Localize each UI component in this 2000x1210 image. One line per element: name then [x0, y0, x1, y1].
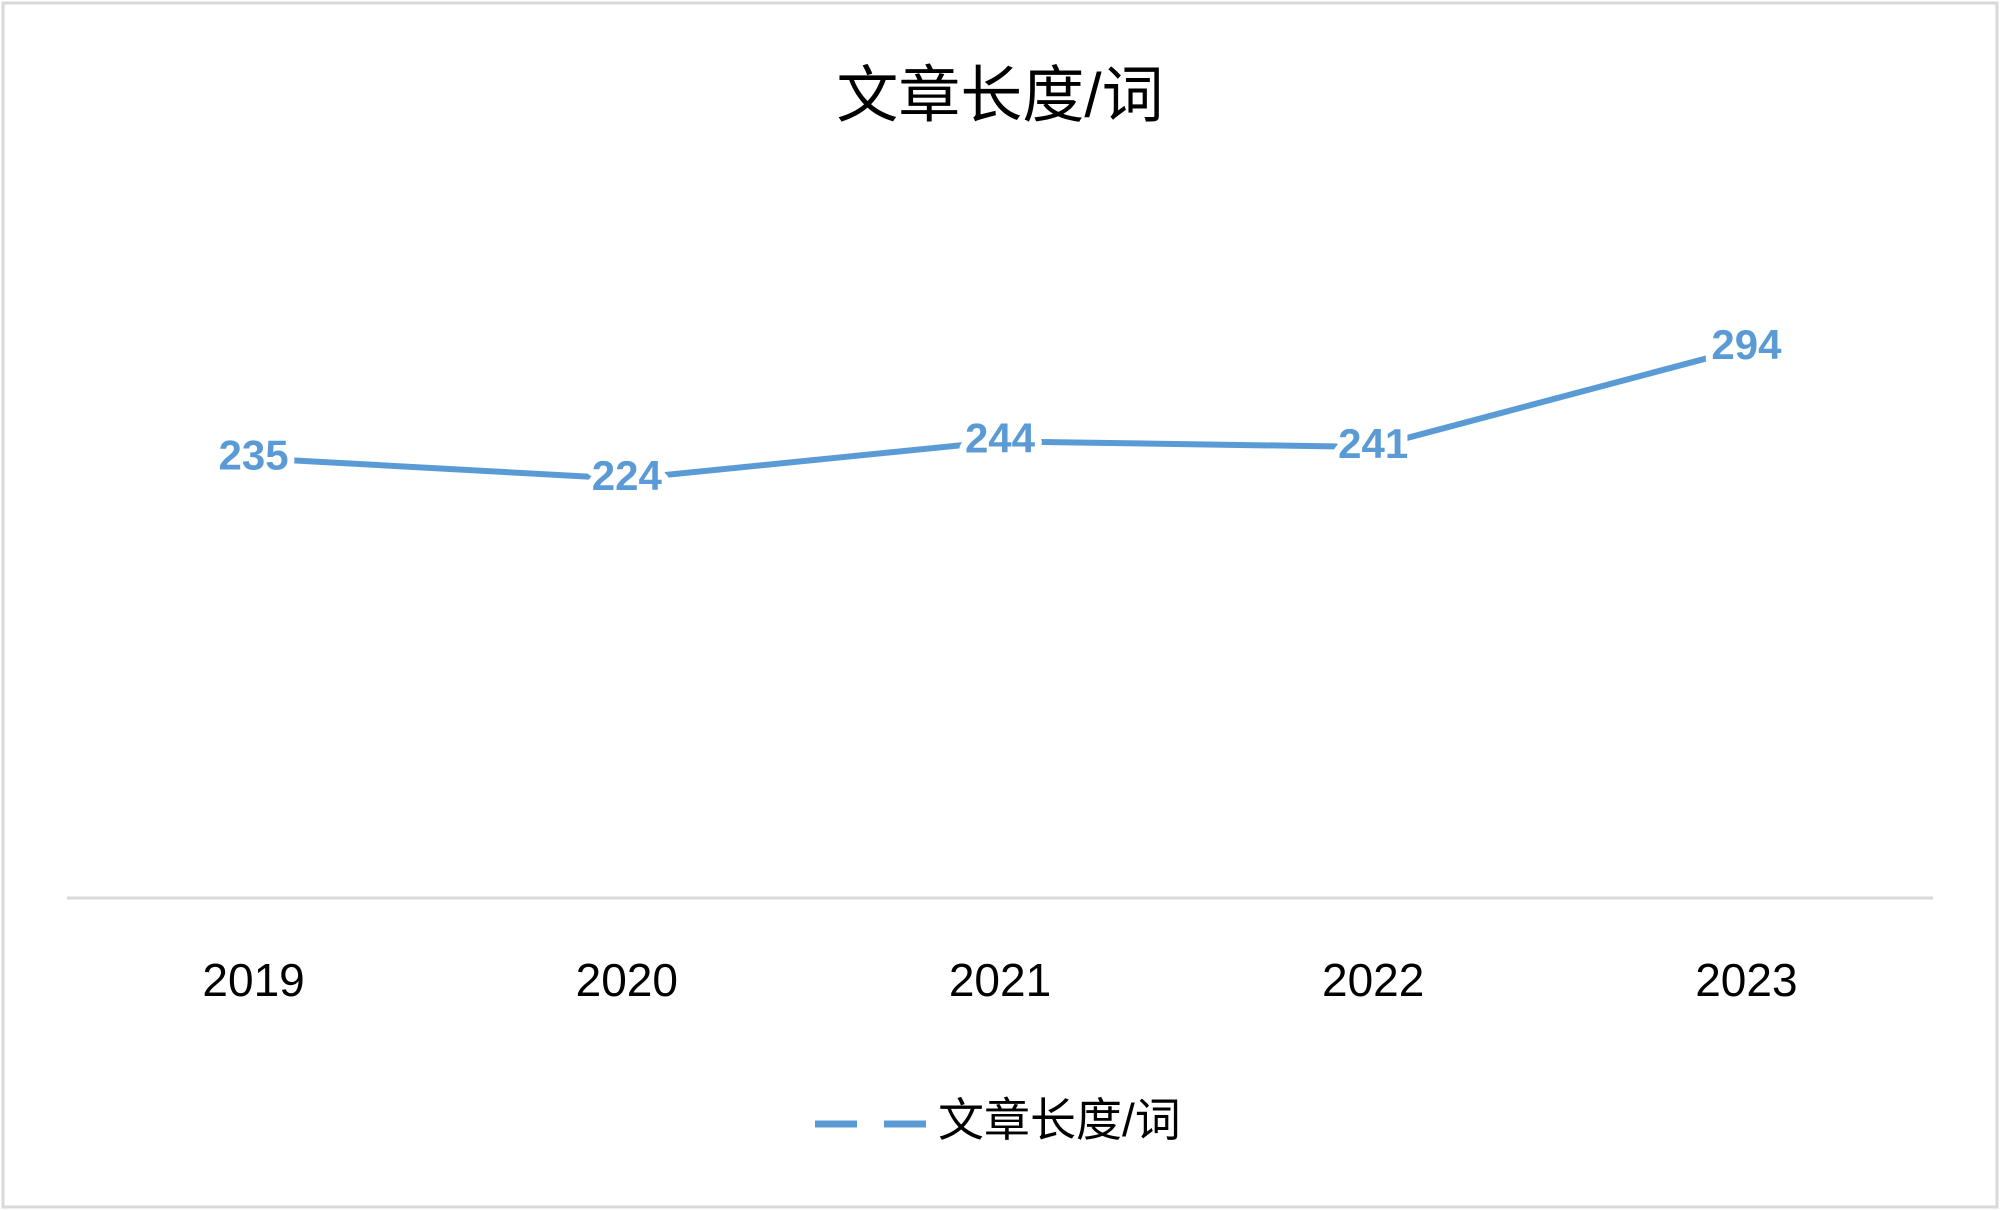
x-tick-label: 2023 — [1695, 954, 1797, 1006]
x-tick-label: 2021 — [949, 954, 1051, 1006]
data-label: 224 — [592, 452, 663, 499]
data-label: 241 — [1338, 420, 1408, 467]
chart-title: 文章长度/词 — [836, 61, 1163, 130]
x-tick-label: 2020 — [576, 954, 678, 1006]
x-tick-label: 2019 — [202, 954, 304, 1006]
x-tick-label: 2022 — [1322, 954, 1424, 1006]
data-label: 244 — [965, 414, 1036, 461]
data-label: 235 — [219, 431, 289, 478]
data-label: 294 — [1711, 321, 1782, 368]
series-line — [253, 344, 1748, 482]
legend-label: 文章长度/词 — [938, 1094, 1181, 1146]
